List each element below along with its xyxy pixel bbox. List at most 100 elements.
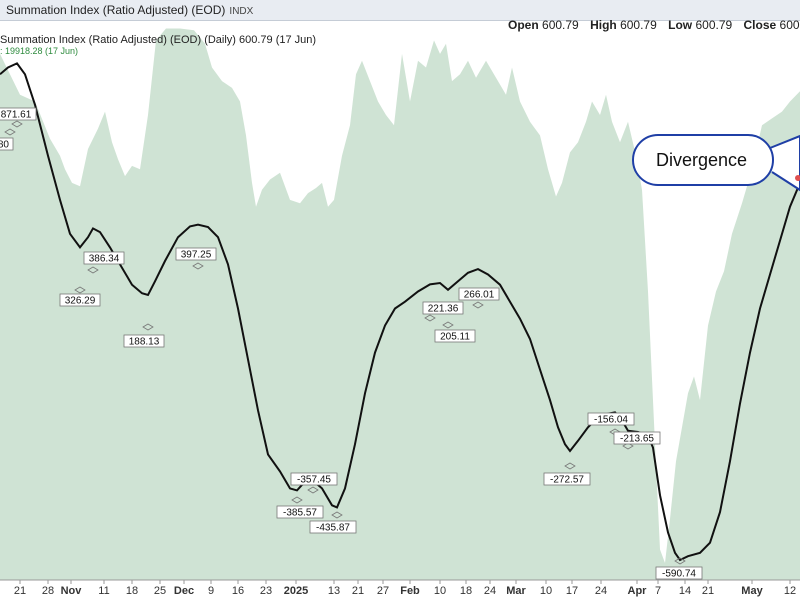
- data-label-marker: [291, 496, 303, 504]
- x-tick-label: 11: [98, 585, 109, 597]
- data-label-marker: [442, 321, 454, 329]
- x-tick-label: 25: [154, 585, 166, 597]
- title-bar: Summation Index (Ratio Adjusted) (EOD) IN…: [0, 0, 800, 21]
- data-label-text: -590.74: [662, 569, 696, 580]
- data-label-box: [613, 431, 661, 445]
- data-label-marker: [142, 323, 154, 331]
- data-label: -435.87: [309, 520, 357, 534]
- data-label-marker: [674, 557, 686, 565]
- data-label-box: [309, 520, 357, 534]
- data-label: -272.57: [543, 472, 591, 486]
- callout-pointer: [769, 134, 800, 192]
- data-label-text: -156.04: [594, 415, 628, 426]
- data-label-box: [59, 293, 101, 307]
- data-label: 386.34: [83, 251, 125, 265]
- data-label: 266.01: [458, 287, 500, 301]
- data-label-text: 871.61: [1, 110, 32, 121]
- legend-primary: Summation Index (Ratio Adjusted) (EOD) (…: [0, 34, 317, 46]
- chart-markers: [4, 120, 686, 565]
- data-label: -590.74: [655, 566, 703, 580]
- data-label-text: -357.45: [297, 475, 331, 486]
- data-label-box: [655, 566, 703, 580]
- x-tick-label: Nov: [61, 585, 83, 597]
- high-label: High: [590, 18, 617, 32]
- red-marker-dot: [795, 175, 800, 181]
- data-label-box: [0, 107, 37, 121]
- data-label: -213.65: [613, 431, 661, 445]
- x-tick-label: 18: [460, 585, 472, 597]
- data-label-text: 326.29: [65, 296, 96, 307]
- divergence-marker: [795, 175, 800, 181]
- high-value: 600.79: [620, 18, 657, 32]
- data-label-box: [422, 301, 464, 315]
- low-value: 600.79: [695, 18, 733, 32]
- x-tick-label: 21: [14, 585, 26, 597]
- data-label: -357.45: [290, 472, 338, 486]
- data-label-box: [543, 472, 591, 486]
- data-label: 871.61: [0, 107, 37, 121]
- data-label-box: [83, 251, 125, 265]
- x-tick-label: 24: [595, 585, 607, 597]
- x-tick-label: 7: [655, 585, 661, 597]
- x-tick-label: 2025: [284, 585, 308, 597]
- data-label-box: [587, 412, 635, 426]
- x-tick-label: 23: [260, 585, 272, 597]
- x-tick-label: 13: [328, 585, 340, 597]
- x-tick-label: 10: [540, 585, 552, 597]
- open-value: 600.79: [542, 18, 579, 32]
- summation-line-series: [0, 62, 800, 562]
- data-label: 326.29: [59, 293, 101, 307]
- legend-secondary: : 19918.28 (17 Jun): [0, 46, 79, 56]
- x-tick-label: 16: [232, 585, 244, 597]
- data-label: 205.11: [434, 329, 476, 343]
- data-label-box: [123, 334, 165, 348]
- data-labels: 871.61 .80 386.34 326.29 188.13 397.25 -357.45…: [0, 107, 703, 580]
- x-tick-label: Feb: [400, 585, 420, 597]
- data-label-box: [175, 247, 217, 261]
- x-tick-label: 28: [42, 585, 54, 597]
- x-axis-ticks: 21 28 Nov 11 18 25 Dec 9 16 23 2025 13 21 27 Feb 10 18 24…: [14, 580, 796, 597]
- data-label: 221.36: [422, 301, 464, 315]
- x-tick-label: May: [741, 585, 763, 597]
- data-label-marker: [192, 262, 204, 270]
- close-value: 600.79: [779, 18, 800, 32]
- ohlc-readout: Open 600.79 High 600.79 Low 600.79 Close…: [508, 18, 800, 32]
- x-tick-label: 17: [566, 585, 578, 597]
- data-label-marker: [87, 266, 99, 274]
- open-label: Open: [508, 18, 539, 32]
- data-label-box: [290, 472, 338, 486]
- title-text: Summation Index (Ratio Adjusted) (EOD): [6, 3, 226, 17]
- data-label-text: .80: [0, 140, 9, 151]
- x-tick-label: 12: [784, 585, 796, 597]
- data-label-marker: [564, 462, 576, 470]
- exchange-label: INDX: [229, 6, 254, 17]
- x-tick-label: Dec: [174, 585, 194, 597]
- x-tick-label: 14: [679, 585, 691, 597]
- x-tick-label: 18: [126, 585, 138, 597]
- x-tick-label: 10: [434, 585, 446, 597]
- chart-title: Summation Index (Ratio Adjusted) (EOD) IN…: [6, 3, 253, 17]
- data-label-marker: [11, 120, 23, 128]
- data-label-marker: [424, 314, 436, 322]
- x-tick-label: 24: [484, 585, 496, 597]
- callout-text: Divergence: [656, 150, 748, 170]
- data-label-marker: [331, 511, 343, 519]
- data-label-text: -385.57: [283, 508, 317, 519]
- data-label-text: -272.57: [550, 475, 584, 486]
- data-label-marker: [4, 128, 16, 136]
- data-label-text: 188.13: [129, 337, 160, 348]
- x-tick-label: 9: [208, 585, 214, 597]
- data-label-marker: [472, 301, 484, 309]
- data-label: 397.25: [175, 247, 217, 261]
- close-label: Close: [743, 18, 777, 32]
- x-tick-label: 21: [702, 585, 714, 597]
- data-label-text: 397.25: [181, 250, 212, 261]
- data-label-box: [458, 287, 500, 301]
- data-label: 188.13: [123, 334, 165, 348]
- data-label: -156.04: [587, 412, 635, 426]
- data-label-text: 386.34: [89, 254, 120, 265]
- data-label: .80: [0, 137, 14, 151]
- data-label-text: -213.65: [620, 434, 654, 445]
- x-tick-label: 21: [352, 585, 364, 597]
